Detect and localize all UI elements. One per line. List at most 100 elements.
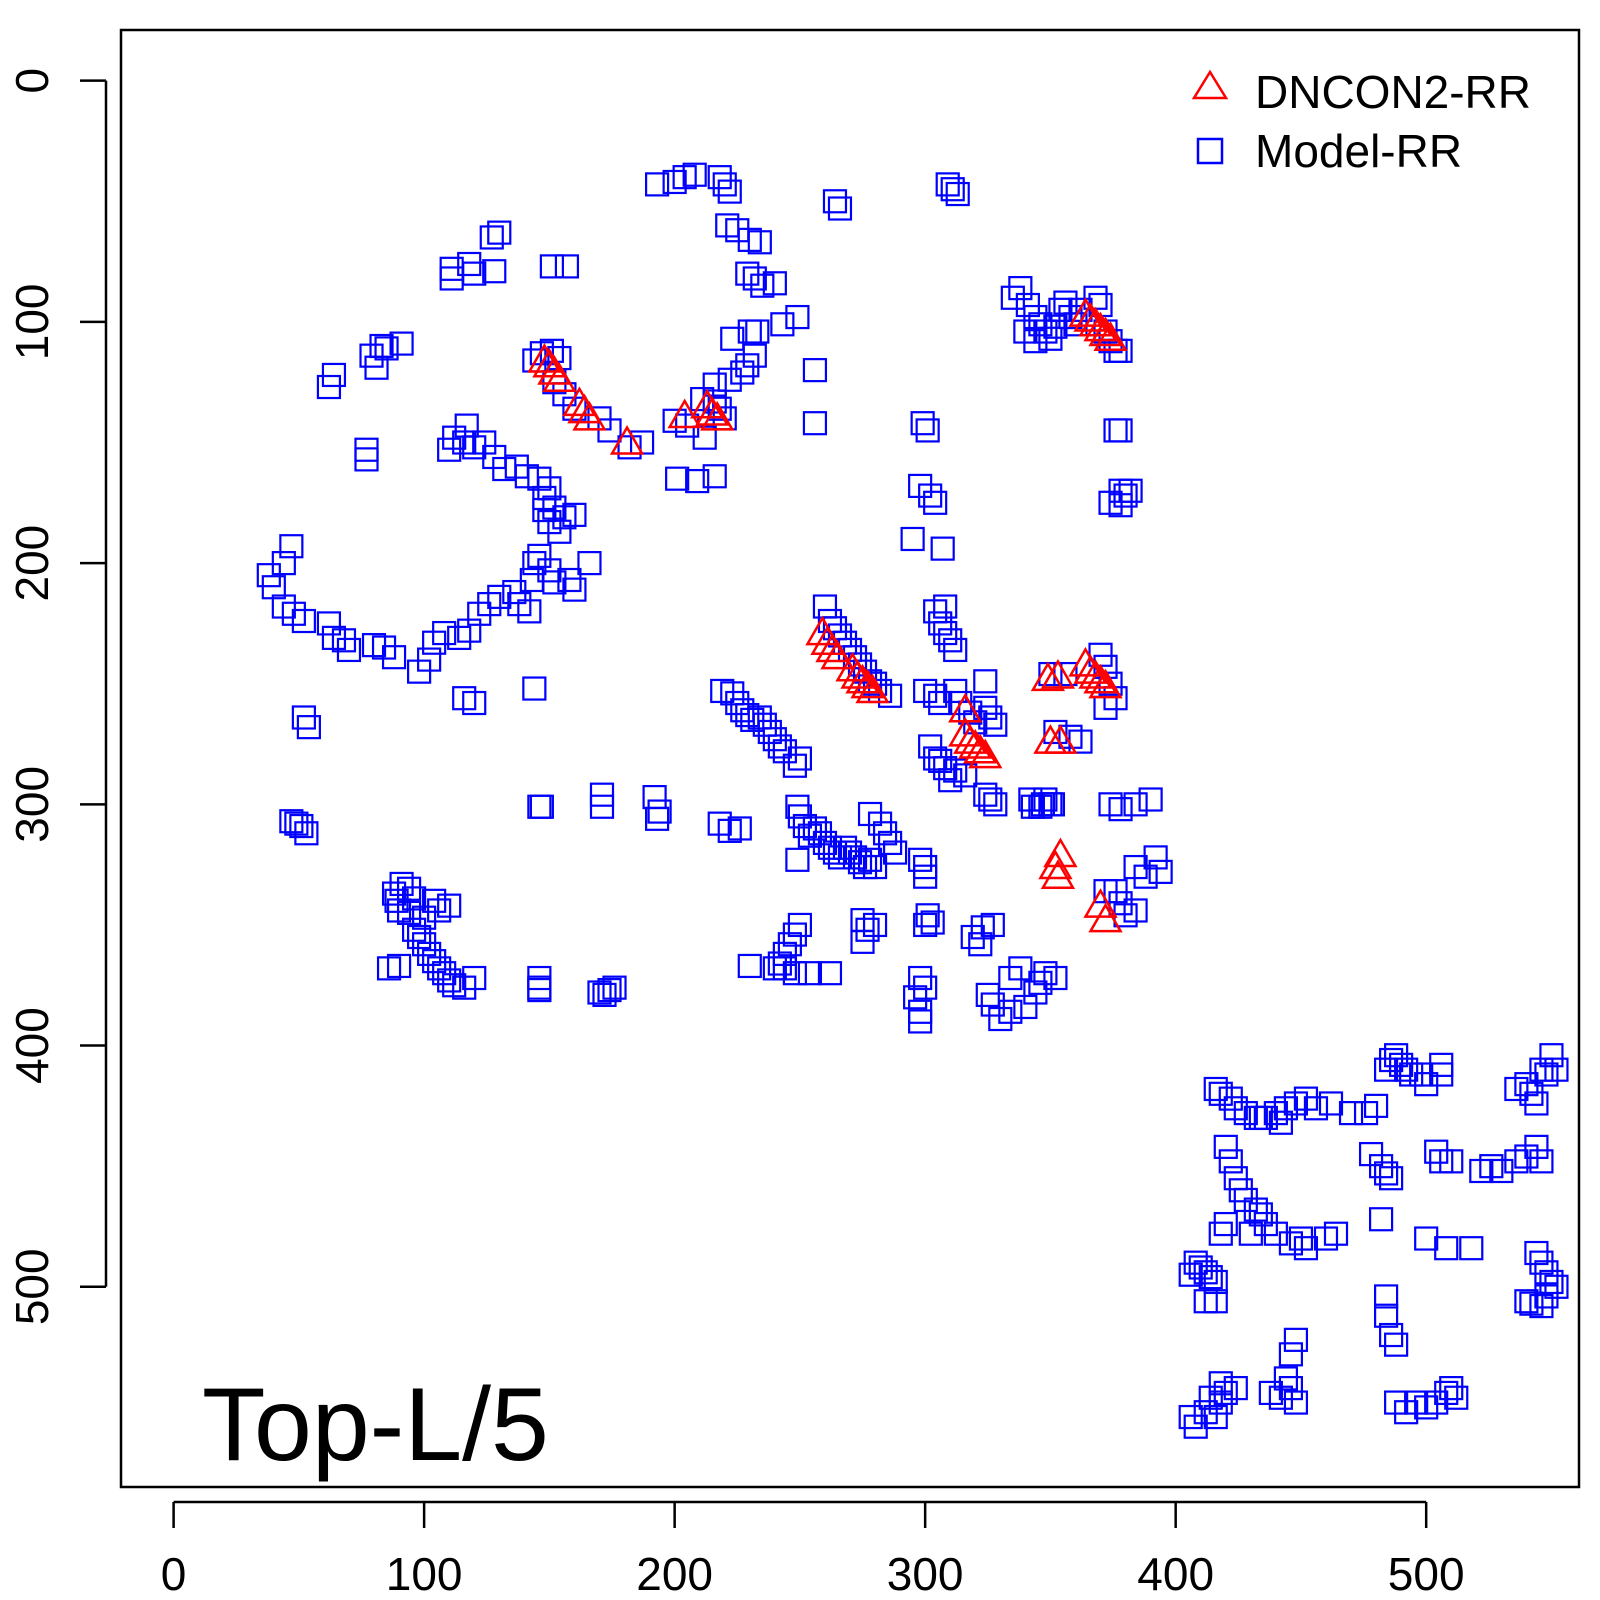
model-rr-point	[930, 536, 955, 561]
model-rr-point	[702, 464, 727, 489]
model-rr-point	[1374, 1161, 1399, 1186]
model-rr-point	[782, 961, 807, 986]
model-rr-point	[782, 753, 807, 778]
model-rr-point	[1268, 1385, 1293, 1410]
dncon2-rr-point	[527, 342, 562, 373]
model-rr-point	[770, 312, 795, 337]
dncon2-rr-point	[1040, 658, 1076, 689]
y-tick-label: 200	[6, 525, 58, 602]
x-tick-label: 300	[887, 1548, 964, 1600]
model-rr-point	[908, 1009, 933, 1034]
model-rr-point	[1038, 792, 1063, 817]
model-rr-point	[647, 799, 672, 824]
model-rr-point	[665, 466, 690, 491]
model-rr-point	[983, 712, 1008, 737]
model-rr-point	[1424, 1139, 1449, 1164]
model-rr-point	[336, 637, 362, 663]
model-rr-point	[482, 259, 507, 284]
model-rr-point	[1374, 1284, 1399, 1309]
model-rr-point	[1409, 1062, 1434, 1087]
model-rr-point	[542, 570, 567, 595]
dncon2-rr-point	[1083, 888, 1118, 918]
model-rr-point	[1148, 859, 1173, 884]
model-rr-point	[532, 497, 557, 523]
model-rr-point	[437, 893, 462, 918]
model-rr-point	[417, 647, 442, 672]
model-rr-point	[487, 220, 512, 245]
dncon2-rr-point	[1088, 668, 1123, 699]
plot-frame	[119, 28, 1581, 1489]
model-rr-point	[479, 225, 504, 250]
x-tick-label: 500	[1388, 1548, 1465, 1600]
plot-annotation: Top-L/5	[202, 1367, 549, 1483]
model-rr-point	[577, 551, 602, 576]
model-rr-point	[1489, 1158, 1514, 1184]
model-rr-point	[1108, 418, 1133, 443]
model-rr-point	[735, 353, 760, 378]
x-tick-label: 200	[636, 1548, 713, 1600]
dncon2-rr-point	[1088, 316, 1123, 347]
model-rr-point	[1203, 1076, 1228, 1102]
model-rr-point	[437, 968, 462, 993]
y-tick-label: 400	[6, 1007, 58, 1084]
model-rr-point	[938, 628, 963, 653]
model-rr-point	[750, 273, 775, 298]
model-rr-point	[1514, 1289, 1539, 1314]
model-rr-point	[645, 172, 670, 197]
model-rr-point	[787, 746, 812, 771]
model-rr-point	[279, 534, 304, 559]
model-rr-point	[943, 637, 968, 663]
model-rr-point	[1394, 1400, 1419, 1425]
model-rr-point	[998, 999, 1023, 1024]
dncon2-rr-point	[609, 424, 645, 455]
model-rr-point	[1198, 1265, 1223, 1290]
model-rr-point	[386, 953, 412, 979]
model-rr-point	[462, 965, 487, 991]
model-rr-point	[1143, 845, 1168, 870]
model-rr-point	[1113, 483, 1138, 508]
model-rr-point	[645, 806, 670, 831]
dncon2-rr-point	[572, 400, 607, 431]
model-rr-point	[727, 816, 752, 841]
dncon2-rr-point	[820, 639, 855, 670]
model-rr-point	[316, 374, 342, 400]
model-rr-point	[742, 266, 767, 291]
model-rr-point	[1368, 1207, 1394, 1232]
model-rr-point	[381, 645, 407, 670]
model-rr-point	[1544, 1057, 1569, 1082]
model-rr-point	[289, 813, 314, 839]
model-rr-point	[785, 794, 810, 819]
model-rr-point	[908, 847, 933, 872]
model-rr-point	[1529, 1149, 1554, 1174]
model-rr-point	[1524, 1134, 1549, 1159]
model-rr-point	[1379, 1322, 1404, 1348]
model-rr-point	[1108, 797, 1133, 822]
model-rr-point	[717, 179, 742, 204]
model-rr-point	[396, 900, 422, 925]
dncon2-rr-point	[700, 400, 735, 431]
model-rr-point	[940, 177, 965, 202]
model-rr-point	[802, 358, 828, 383]
model-rr-point	[364, 355, 389, 380]
y-tick-label: 100	[6, 284, 58, 361]
model-rr-point	[1384, 1332, 1409, 1357]
model-rr-point	[1123, 792, 1148, 817]
model-rr-point	[1519, 1081, 1544, 1106]
model-rr-point	[945, 181, 970, 207]
model-rr-point	[938, 768, 963, 793]
model-rr-point	[662, 408, 687, 433]
dncon2-rr-point	[1040, 859, 1076, 889]
model-rr-point	[522, 676, 547, 701]
model-rr-point	[1008, 276, 1033, 301]
model-rr-point	[1283, 1390, 1309, 1415]
model-rr-point	[1218, 1086, 1243, 1111]
model-rr-point	[389, 871, 414, 897]
dncon2-rr-point	[1030, 661, 1066, 692]
model-rr-point	[877, 830, 903, 856]
model-rr-point	[1439, 1375, 1464, 1401]
dncon2-rr-point	[542, 362, 577, 393]
x-tick-label: 400	[1137, 1548, 1214, 1600]
model-rr-point	[1208, 1221, 1233, 1246]
model-rr-point	[1303, 1096, 1329, 1121]
model-rr-point	[1414, 1226, 1439, 1251]
